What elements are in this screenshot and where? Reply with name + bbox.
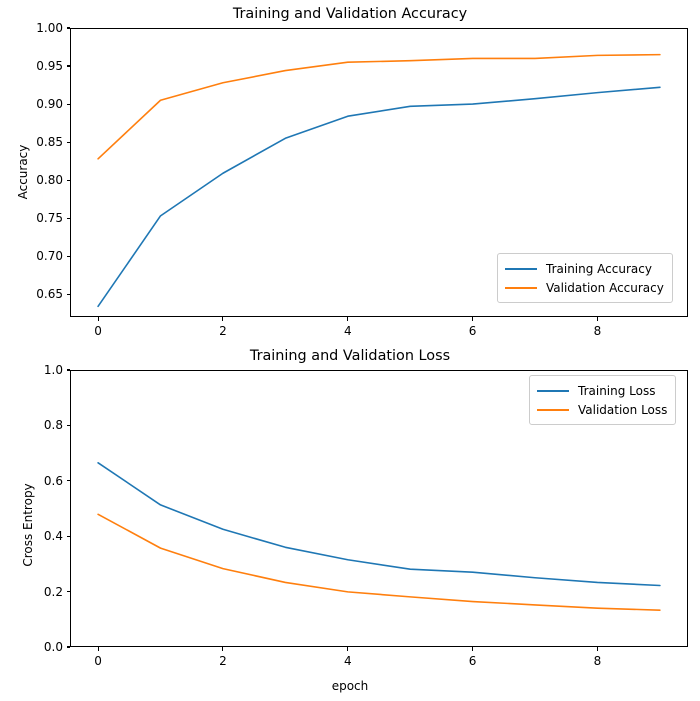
x-tick-mark <box>596 647 599 651</box>
y-tick-mark <box>66 179 70 181</box>
series-line-training-loss <box>97 461 661 587</box>
loss-x-axis-label: epoch <box>331 679 369 693</box>
accuracy-data-lines <box>97 53 661 308</box>
x-tick-mark <box>97 317 99 321</box>
y-tick-label: 0.95 <box>36 59 63 74</box>
subplot-accuracy: Training and Validation Accuracy Accurac… <box>0 0 700 345</box>
y-tick-mark <box>66 141 70 143</box>
x-tick-label: 8 <box>593 324 602 338</box>
x-tick-mark <box>222 317 224 321</box>
y-tick-mark <box>66 646 70 648</box>
x-tick-mark <box>472 317 474 321</box>
x-tick-label: 8 <box>593 654 602 668</box>
y-tick-label: 1.00 <box>36 21 63 35</box>
series-line-validation-accuracy <box>97 53 661 160</box>
legend-label-validation-loss: Validation Loss <box>578 402 668 417</box>
legend-item-training-loss: Training Loss <box>537 381 667 400</box>
accuracy-plot-title: Training and Validation Accuracy <box>232 6 468 22</box>
y-tick-mark <box>66 293 70 295</box>
x-tick-mark <box>347 317 349 321</box>
y-tick-mark <box>66 27 70 29</box>
x-tick-label: 0 <box>94 324 102 338</box>
y-tick-label: 0.2 <box>43 584 63 599</box>
subplot-loss: Training and Validation Loss Cross Entro… <box>0 345 700 701</box>
legend-item-validation-accuracy: Validation Accuracy <box>505 278 664 297</box>
y-tick-label: 0.0 <box>43 640 63 654</box>
series-line-validation-loss <box>97 513 661 611</box>
x-tick-mark <box>347 647 349 651</box>
y-tick-label: 0.4 <box>43 529 63 544</box>
y-tick-mark <box>66 65 70 67</box>
legend-label-training-accuracy: Training Accuracy <box>546 261 652 276</box>
x-tick-label: 0 <box>94 654 102 668</box>
y-tick-label: 0.6 <box>43 473 63 488</box>
y-tick-mark <box>66 591 70 593</box>
legend-label-training-loss: Training Loss <box>578 383 656 398</box>
legend-swatch-validation-loss <box>537 408 569 411</box>
y-tick-mark <box>66 424 70 426</box>
x-tick-label: 2 <box>219 654 227 668</box>
y-tick-mark <box>66 255 70 257</box>
y-tick-label: 0.65 <box>36 287 63 302</box>
y-tick-mark <box>66 535 70 537</box>
accuracy-axes-frame <box>70 28 688 317</box>
y-tick-mark <box>66 103 70 105</box>
loss-plot-title: Training and Validation Loss <box>249 348 451 364</box>
legend-swatch-validation-accuracy <box>505 286 537 289</box>
legend-swatch-training-loss <box>537 389 569 392</box>
legend-item-training-accuracy: Training Accuracy <box>505 259 664 278</box>
loss-axes-frame <box>70 370 688 647</box>
y-tick-label: 1.0 <box>43 363 63 377</box>
y-tick-label: 0.75 <box>36 211 63 226</box>
accuracy-legend: Training Accuracy Validation Accuracy <box>497 253 673 303</box>
x-tick-mark <box>472 647 474 651</box>
y-tick-mark <box>66 217 70 219</box>
x-tick-label: 6 <box>468 654 477 668</box>
x-tick-label: 2 <box>219 324 227 338</box>
loss-legend: Training Loss Validation Loss <box>529 375 677 425</box>
legend-item-validation-loss: Validation Loss <box>537 400 667 419</box>
y-tick-label: 0.80 <box>36 173 63 188</box>
y-tick-label: 0.90 <box>36 97 63 112</box>
loss-data-lines <box>97 461 661 611</box>
y-tick-label: 0.70 <box>36 249 63 264</box>
x-tick-mark <box>222 647 224 651</box>
legend-label-validation-accuracy: Validation Accuracy <box>546 280 664 295</box>
x-tick-mark <box>97 647 99 651</box>
legend-swatch-training-accuracy <box>505 267 537 270</box>
x-tick-mark <box>596 317 599 321</box>
x-tick-label: 4 <box>343 654 352 668</box>
series-line-training-accuracy <box>97 86 661 308</box>
x-tick-label: 4 <box>343 324 352 338</box>
y-tick-label: 0.8 <box>43 418 63 433</box>
x-tick-label: 6 <box>468 324 477 338</box>
y-tick-label: 0.85 <box>36 135 63 150</box>
y-tick-mark <box>66 480 70 482</box>
y-tick-mark <box>66 369 70 371</box>
